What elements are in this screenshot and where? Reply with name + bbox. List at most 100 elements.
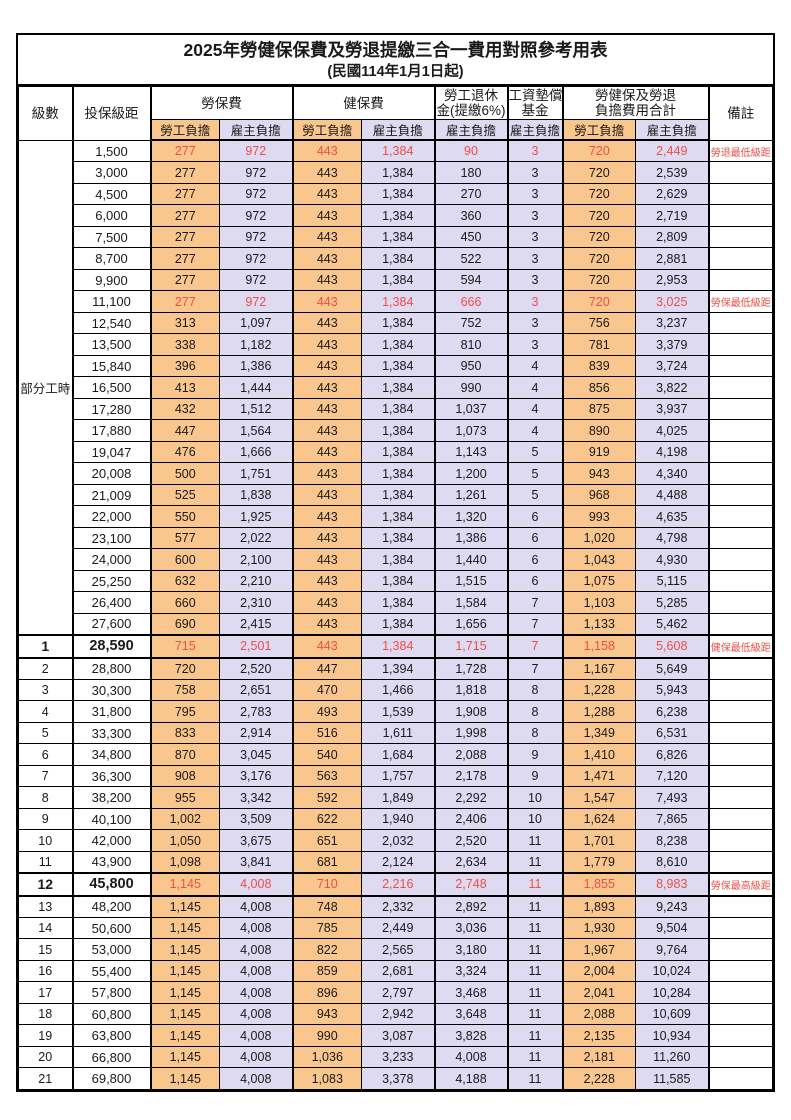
- cell-level: 11: [18, 850, 73, 874]
- cell-health-employer: 1,849: [361, 786, 435, 809]
- cell-total-employer: 4,340: [635, 462, 709, 485]
- cell-health-employer: 1,384: [361, 526, 435, 550]
- header-pension: 勞工退休 金(提繳6%): [433, 86, 508, 121]
- cell-labor-employer: 4,008: [219, 981, 293, 1004]
- cell-level: 19: [18, 1024, 73, 1047]
- cell-labor-employer: 972: [219, 139, 293, 163]
- cell-total-employee: 720: [561, 290, 636, 313]
- cell-labor-employee: 1,145: [149, 1045, 220, 1069]
- cell-total-employer: 10,934: [635, 1024, 709, 1047]
- cell-health-employer: 1,394: [361, 657, 435, 680]
- header-row-shares: 勞工負擔 雇主負擔 勞工負擔 雇主負擔 雇主負擔 雇主負擔 勞工負擔 雇主負擔: [19, 119, 773, 142]
- cell-health-employee: 785: [291, 916, 362, 940]
- cell-pension-employer: 1,584: [433, 591, 508, 614]
- cell-total-employee: 1,701: [561, 829, 636, 852]
- cell-level: 20: [18, 1045, 73, 1069]
- cell-health-employer: 1,684: [361, 743, 435, 766]
- table-row: 10 42,000 1,050 3,675 651 2,032 2,520 11 1,701 8,…: [18, 829, 773, 852]
- cell-remark: [707, 225, 773, 249]
- cell-wage-fund-employer: 3: [506, 161, 563, 184]
- cell-total-employer: 7,493: [635, 786, 709, 809]
- cell-pension-employer: 2,406: [433, 807, 508, 831]
- cell-pension-employer: 4,008: [433, 1045, 508, 1069]
- cell-pension-employer: 2,892: [433, 895, 508, 918]
- table-row: 25,250 632 2,210 443 1,384 1,515 6 1,075 5,115: [19, 569, 773, 593]
- cell-labor-employer: 2,651: [219, 678, 293, 702]
- cell-health-employer: 1,384: [361, 268, 435, 292]
- cell-bracket: 6,000: [71, 204, 151, 227]
- cell-total-employee: 2,041: [561, 981, 636, 1004]
- cell-remark: 勞保最高級距: [707, 871, 773, 897]
- cell-wage-fund-employer: 11: [506, 850, 563, 874]
- cell-health-employee: 622: [291, 807, 362, 831]
- cell-health-employee: 681: [291, 850, 362, 874]
- table-row: 12,540 313 1,097 443 1,384 752 3 756 3,237: [19, 311, 773, 335]
- cell-health-employer: 2,565: [361, 938, 435, 961]
- cell-health-employee: 822: [291, 938, 362, 961]
- cell-health-employer: 1,384: [361, 591, 435, 614]
- cell-labor-employer: 972: [219, 268, 293, 292]
- cell-bracket: 4,500: [71, 182, 151, 206]
- cell-wage-fund-employer: 4: [506, 397, 563, 421]
- cell-wage-fund-employer: 4: [506, 354, 563, 378]
- cell-health-employer: 1,539: [361, 700, 435, 723]
- cell-total-employee: 1,349: [561, 721, 636, 745]
- cell-labor-employer: 1,182: [219, 333, 293, 356]
- cell-total-employee: 1,075: [561, 569, 636, 593]
- cell-wage-fund-employer: 7: [506, 612, 563, 636]
- cell-level: 10: [18, 829, 73, 852]
- cell-total-employee: 720: [561, 204, 636, 227]
- cell-pension-employer: 3,828: [433, 1024, 508, 1047]
- cell-health-employer: 3,378: [361, 1067, 435, 1090]
- cell-total-employer: 6,826: [635, 743, 709, 766]
- table-row: 5 33,300 833 2,914 516 1,611 1,998 8 1,349 6,531: [18, 721, 773, 745]
- table-row: 8,700 277 972 443 1,384 522 3 720 2,881: [19, 247, 773, 270]
- cell-total-employer: 8,983: [635, 871, 709, 897]
- cell-labor-employee: 277: [149, 182, 220, 206]
- cell-level: 15: [18, 938, 73, 961]
- cell-pension-employer: 594: [433, 268, 508, 292]
- cell-health-employee: 443: [291, 333, 362, 356]
- cell-wage-fund-employer: 7: [506, 633, 563, 659]
- cell-labor-employee: 500: [149, 462, 220, 485]
- cell-total-employer: 2,719: [635, 204, 709, 227]
- cell-labor-employee: 1,145: [149, 871, 220, 897]
- table-row: 3 30,300 758 2,651 470 1,466 1,818 8 1,228 5,943: [18, 678, 773, 702]
- cell-level: 2: [18, 657, 73, 680]
- cell-health-employer: 1,384: [361, 462, 435, 485]
- table-body: 部分工時 1,500 277 972 443 1,384 90 3 720 2,449 勞退最低級距…: [18, 139, 773, 1090]
- cell-remark: [707, 1067, 773, 1090]
- cell-labor-employer: 972: [219, 161, 293, 184]
- cell-health-employee: 563: [291, 764, 362, 788]
- cell-health-employer: 2,449: [361, 916, 435, 940]
- cell-total-employee: 1,043: [561, 548, 636, 571]
- cell-total-employer: 2,953: [635, 268, 709, 292]
- cell-bracket: 48,200: [71, 895, 151, 918]
- cell-remark: [707, 1024, 773, 1047]
- cell-labor-employee: 338: [149, 333, 220, 356]
- cell-labor-employee: 525: [149, 483, 220, 507]
- cell-labor-employer: 4,008: [219, 1002, 293, 1026]
- cell-labor-employee: 715: [149, 633, 220, 659]
- table-row: 部分工時 1,500 277 972 443 1,384 90 3 720 2,449 勞退最低級距: [18, 139, 773, 636]
- table-row: 7 36,300 908 3,176 563 1,757 2,178 9 1,471 7,120: [18, 764, 773, 788]
- cell-total-employer: 5,608: [635, 633, 709, 659]
- cell-health-employee: 443: [291, 161, 362, 184]
- cell-bracket: 15,840: [71, 354, 151, 378]
- cell-labor-employee: 795: [149, 700, 220, 723]
- cell-pension-employer: 270: [433, 182, 508, 206]
- cell-wage-fund-employer: 6: [506, 548, 563, 571]
- cell-labor-employee: 600: [149, 548, 220, 571]
- cell-pension-employer: 752: [433, 311, 508, 335]
- cell-total-employer: 2,449: [635, 139, 709, 163]
- cell-labor-employer: 972: [219, 290, 293, 313]
- cell-health-employee: 1,036: [291, 1045, 362, 1069]
- cell-labor-employee: 1,145: [149, 959, 220, 983]
- cell-labor-employer: 1,666: [219, 440, 293, 464]
- table-row: 4,500 277 972 443 1,384 270 3 720 2,629: [19, 182, 773, 206]
- table-row: 17,280 432 1,512 443 1,384 1,037 4 875 3,937: [19, 397, 773, 421]
- cell-health-employer: 1,384: [361, 505, 435, 528]
- cell-labor-employee: 1,145: [149, 1002, 220, 1026]
- cell-remark: [707, 462, 773, 485]
- table-row: 23,100 577 2,022 443 1,384 1,386 6 1,020 4,798: [19, 526, 773, 550]
